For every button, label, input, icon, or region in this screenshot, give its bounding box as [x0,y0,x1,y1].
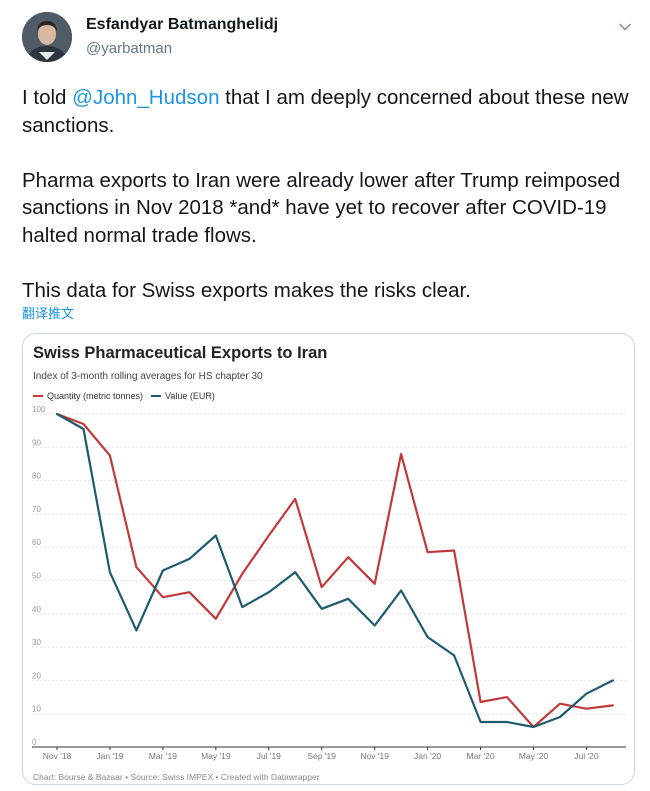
display-name[interactable]: Esfandyar Batmanghelidj [86,16,279,33]
y-tick-label: 100 [32,405,46,414]
x-tick-label: Mar '20 [467,751,495,761]
chart-legend: Quantity (metric tonnes) Value (EUR) [33,391,223,401]
y-tick-label: 30 [32,638,41,647]
x-tick-label: Sep '19 [307,751,336,761]
mention-link[interactable]: @John_Hudson [72,86,220,109]
tweet-text: I told @John_Hudson that I am deeply con… [22,84,634,304]
legend-item-quantity: Quantity (metric tonnes) [33,391,143,401]
legend-swatch-value [151,395,162,397]
tweet-paragraph-3: This data for Swiss exports makes the ri… [22,278,471,302]
x-tick-label: Mar '19 [149,751,177,761]
avatar[interactable] [22,12,72,62]
y-tick-label: 70 [32,505,41,514]
legend-label-value: Value (EUR) [165,391,215,401]
user-handle[interactable]: @yarbatman [86,40,173,57]
tweet-paragraph-2: Pharma exports to Iran were already lowe… [22,168,621,247]
y-tick-label: 90 [32,438,41,447]
y-tick-label: 80 [32,472,41,481]
x-tick-label: Nov '19 [360,751,389,761]
chart-footer: Chart: Bourse & Bazaar • Source: Swiss I… [33,772,320,782]
y-tick-label: 10 [32,705,41,714]
translate-tweet-link[interactable]: 翻译推文 [22,306,75,321]
tweet-text-segment: that I am deeply concerned about these n… [22,86,629,137]
x-tick-label: May '19 [201,751,231,761]
y-tick-label: 50 [32,572,41,581]
x-tick-label: Jan '19 [96,751,123,761]
series-line-quantity [55,412,615,729]
y-tick-label: 20 [32,671,41,680]
legend-label-quantity: Quantity (metric tonnes) [47,391,144,401]
chart-subtitle: Index of 3-month rolling averages for HS… [33,371,263,382]
series-line-value [55,412,615,729]
user-info: Esfandyar Batmanghelidj @yarbatman [86,15,278,59]
x-tick-label: Jul '20 [574,751,599,761]
chart-title: Swiss Pharmaceutical Exports to Iran [33,344,328,362]
chart-card[interactable]: Swiss Pharmaceutical Exports to Iran Ind… [22,333,635,785]
x-tick-label: Nov '18 [43,751,72,761]
y-tick-label: 60 [32,538,41,547]
chevron-down-icon[interactable] [618,20,632,34]
tweet-paragraph-1: I told @John_Hudson that I am deeply con… [22,84,634,139]
legend-item-value: Value (EUR) [151,391,215,401]
tweet-text-segment: I told [22,86,73,109]
avatar-image [22,12,72,62]
x-tick-label: Jan '20 [414,751,441,761]
y-tick-label: 0 [32,738,37,747]
x-tick-label: Jul '19 [257,751,282,761]
x-tick-label: May '20 [519,751,549,761]
line-chart: 0 10 20 30 40 50 60 70 80 90 100 Nov '18 Jan '19 Mar … [32,405,626,761]
y-tick-label: 40 [32,605,41,614]
legend-swatch-quantity [33,395,43,397]
